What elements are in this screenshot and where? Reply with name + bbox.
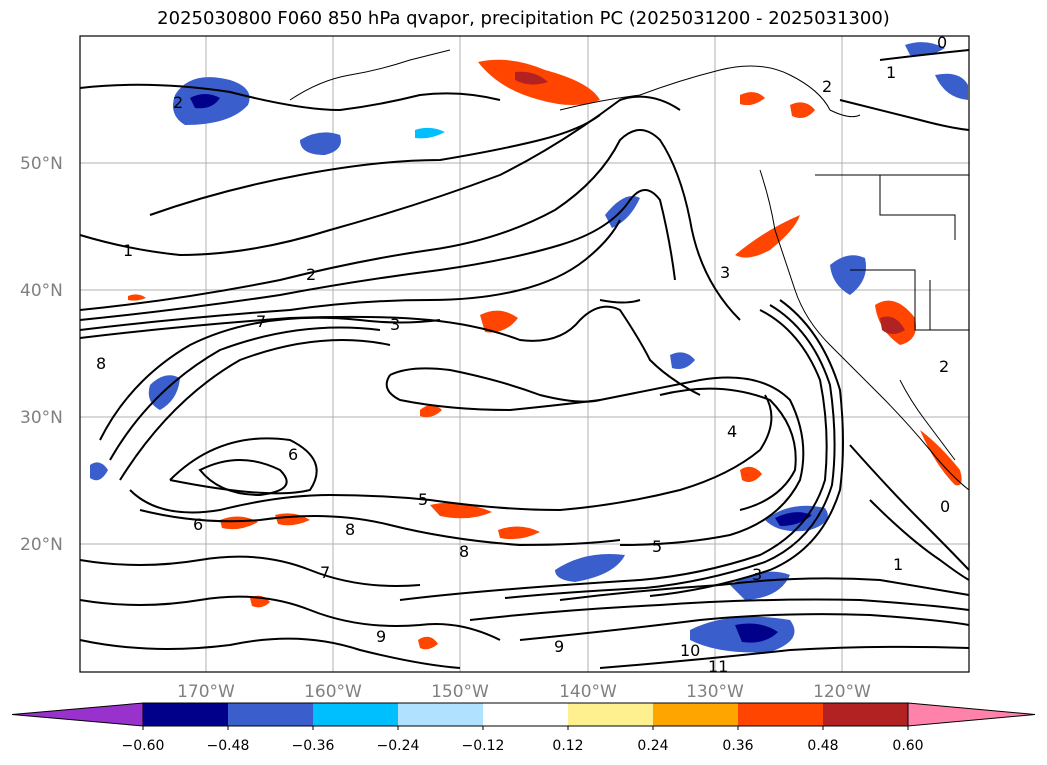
- contour-label: 5: [418, 490, 428, 509]
- colorbar-segment: [483, 703, 568, 726]
- contour-label: 8: [459, 542, 469, 561]
- lon-label: 140°W: [559, 682, 617, 702]
- contour-label: 5: [652, 537, 662, 556]
- contour-label: 4: [727, 422, 737, 441]
- contour-label: 3: [390, 315, 400, 334]
- colorbar-tick-label: −0.36: [292, 738, 335, 754]
- colorbar-tick-label: 0.60: [892, 738, 923, 754]
- contour-label: 2: [306, 265, 316, 284]
- contour-label: 6: [288, 445, 298, 464]
- colorbar-tick-label: 0.36: [722, 738, 753, 754]
- colorbar-segment: [398, 703, 483, 726]
- contour-label: 1: [893, 555, 903, 574]
- contour-label: 7: [320, 563, 330, 582]
- colorbar-segment: [143, 703, 228, 726]
- colorbar-tick-label: −0.24: [377, 738, 420, 754]
- lon-label: 150°W: [431, 682, 489, 702]
- colorbar-extend-low: [11, 702, 144, 727]
- colorbar-tick-label: −0.48: [207, 738, 250, 754]
- colorbar-segment: [823, 703, 908, 726]
- contour-label: 9: [376, 627, 386, 646]
- negative-precip-areas: [90, 42, 968, 653]
- colorbar-tick-label: −0.12: [462, 738, 505, 754]
- contour-label: 10: [680, 641, 700, 660]
- colorbar-tick-label: 0.12: [552, 738, 583, 754]
- map-area: [80, 36, 969, 672]
- contour-label: 1: [123, 241, 133, 260]
- lon-label: 120°W: [813, 682, 871, 702]
- lon-label: 170°W: [177, 682, 235, 702]
- colorbar-segment: [653, 703, 738, 726]
- contour-label: 6: [193, 515, 203, 534]
- contour-label: 3: [752, 565, 762, 584]
- contour-label: 2: [173, 93, 183, 112]
- colorbar: [11, 702, 1036, 727]
- colorbar-tick-label: 0.48: [807, 738, 838, 754]
- coastlines: [289, 49, 970, 491]
- contour-label: 2: [822, 77, 832, 96]
- qvapor-contours: [79, 49, 970, 669]
- lon-label: 130°W: [686, 682, 744, 702]
- lat-label: 20°N: [20, 535, 63, 555]
- map-frame: [79, 35, 970, 673]
- latitude-labels: 50°N 40°N 30°N 20°N: [20, 154, 63, 555]
- colorbar-ticks: −0.60 −0.48 −0.36 −0.24 −0.12 0.12 0.24 0.36 0.4…: [122, 726, 924, 754]
- contour-label: 0: [937, 33, 947, 52]
- colorbar-segment: [738, 703, 823, 726]
- contour-label: 8: [345, 520, 355, 539]
- lon-label: 160°W: [304, 682, 362, 702]
- contour-label: 11: [708, 657, 728, 676]
- contour-labels: 2 1 2 7 3 8 6 5 8 6 8 7 5 3 2 1 0 9 10 1…: [96, 33, 950, 676]
- colorbar-segment: [228, 703, 313, 726]
- longitude-labels: 170°W 160°W 150°W 140°W 130°W 120°W: [177, 682, 871, 702]
- lat-label: 50°N: [20, 154, 63, 174]
- contour-label: 0: [940, 497, 950, 516]
- colorbar-tick-label: 0.24: [637, 738, 668, 754]
- contour-label: 8: [96, 354, 106, 373]
- contour-label: 7: [256, 312, 266, 331]
- colorbar-segment: [313, 703, 398, 726]
- positive-precip-areas: [128, 59, 962, 650]
- contour-label: 2: [939, 357, 949, 376]
- map-title: 2025030800 F060 850 hPa qvapor, precipit…: [157, 8, 890, 29]
- contour-label: 9: [554, 637, 564, 656]
- contour-label: 3: [720, 263, 730, 282]
- colorbar-border: [142, 702, 909, 727]
- colorbar-tick-label: −0.60: [122, 738, 165, 754]
- contour-label: 1: [886, 63, 896, 82]
- colorbar-segment: [568, 703, 653, 726]
- lat-label: 30°N: [20, 408, 63, 428]
- lat-label: 40°N: [20, 281, 63, 301]
- colorbar-extend-high: [907, 702, 1036, 727]
